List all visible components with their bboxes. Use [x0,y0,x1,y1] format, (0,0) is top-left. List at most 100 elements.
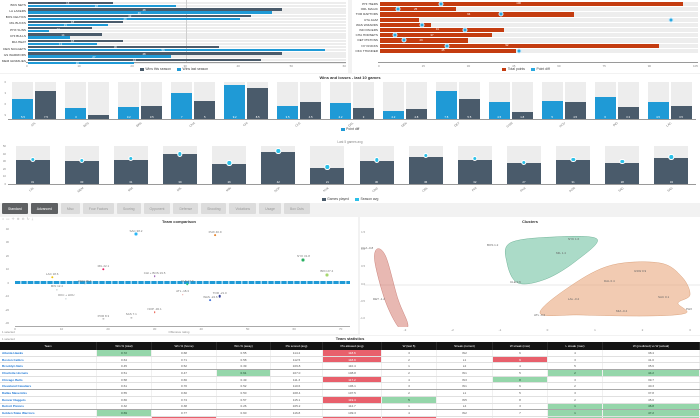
bar[interactable]: 5 [194,100,216,119]
cluster-low[interactable] [374,248,409,331]
marker-dot[interactable] [419,22,425,28]
bar[interactable]: 37 [380,33,493,38]
marker-dot[interactable] [79,158,85,164]
bar[interactable]: 3.3 [617,106,639,119]
bar[interactable]: 3.5 [277,106,299,119]
team-link[interactable]: Chicago Bulls [0,376,97,383]
zoom-in-icon[interactable]: ⊕ [16,217,20,221]
bar[interactable]: 16 [28,1,113,5]
cluster-high[interactable] [539,261,691,317]
bar[interactable]: 7.5 [35,91,57,119]
team-link[interactable]: Detroit Pistons [0,403,97,410]
scatter-point[interactable] [130,317,132,319]
bar[interactable]: 20 [28,61,134,65]
bar[interactable]: 18 [28,39,124,43]
bar[interactable]: 36 [408,156,443,184]
bar[interactable]: 32 [457,159,492,184]
tab-shooting[interactable]: Shooting [201,203,227,214]
bar[interactable]: 30 [64,161,99,184]
bar[interactable]: 5 [541,100,563,119]
bar[interactable]: 5.5 [12,98,34,119]
scatter-point[interactable] [186,283,188,285]
home-icon[interactable]: ⌂ [2,217,5,221]
column-header[interactable]: Streak (current) [437,342,493,350]
column-header[interactable]: Team [0,342,97,350]
tab-defense[interactable]: Defense [173,203,199,214]
cluster-mid[interactable] [504,235,598,285]
bar[interactable]: 4.5 [564,102,586,119]
tab-violations[interactable]: Violations [229,203,257,214]
marker-dot[interactable] [521,159,527,165]
bar[interactable]: 42 [261,152,296,184]
bar[interactable]: 8.5 [247,87,269,119]
column-header[interactable]: Win % (away) [217,342,271,350]
scatter-point[interactable] [84,283,86,285]
bar[interactable]: 1.8 [511,112,533,119]
bar[interactable]: 45 [380,48,517,53]
bar[interactable]: 7.5 [435,91,457,119]
column-header[interactable]: L streak (max) [548,342,603,350]
bar[interactable]: 25 [380,7,456,12]
marker-dot[interactable] [668,17,674,23]
bar[interactable]: 4.5 [647,102,669,119]
bar[interactable] [380,22,432,27]
bar[interactable]: 27 [28,55,172,59]
scatter-point[interactable] [153,275,156,277]
marker-dot[interactable] [498,11,504,17]
bar[interactable]: 5.5 [458,98,480,119]
marker-dot[interactable] [422,152,429,159]
bar[interactable]: 30 [359,161,394,184]
column-header[interactable]: Pts scored (avg) [271,342,323,350]
bar[interactable]: 21 [310,168,345,184]
bar[interactable]: 34 [654,158,689,184]
marker-dot[interactable] [128,155,134,162]
bar[interactable]: 28 [28,4,177,8]
bar[interactable]: 56 [28,48,325,52]
zoom-out-icon[interactable]: ⊖ [21,217,25,221]
marker-dot[interactable] [462,27,468,33]
bar[interactable]: 36 [28,45,219,49]
scatter-point[interactable] [65,298,67,300]
bar[interactable]: 39 [162,154,197,184]
column-header[interactable]: W (predicted) vs W (actual) [603,342,700,350]
bar[interactable]: 14 [28,33,103,37]
pan-icon[interactable]: ✛ [11,217,15,221]
bar[interactable]: 31 [556,160,591,184]
bar[interactable]: 100 [380,1,683,7]
marker-dot[interactable] [516,48,522,54]
bar[interactable]: 18 [28,20,124,24]
marker-dot[interactable] [401,37,407,43]
marker-dot[interactable] [226,160,232,166]
bar[interactable]: 15 [28,23,108,27]
save-icon[interactable]: ⤓ [31,217,34,221]
tab-standard[interactable]: Standard [2,203,28,214]
marker-dot[interactable] [570,156,576,162]
reset-icon[interactable]: ↻ [26,217,30,221]
marker-dot[interactable] [668,154,675,160]
column-header[interactable]: W (last 5) [382,342,437,350]
bar[interactable]: 28 [605,162,640,184]
marker-dot[interactable] [392,32,398,38]
bar[interactable]: 3.2 [118,107,140,119]
scatter-point[interactable] [325,273,329,277]
scatter-point[interactable] [56,288,58,291]
tab-advanced[interactable]: Advanced [30,203,58,214]
marker-dot[interactable] [177,151,183,157]
tab-scoring[interactable]: Scoring [117,203,141,214]
column-header[interactable]: Win % (total) [97,342,152,350]
scatter-point[interactable] [102,318,104,320]
scatter-point[interactable] [181,294,184,296]
bar[interactable]: 9.2 [224,84,246,119]
box-select-icon[interactable]: ▭ [6,217,10,221]
bar[interactable]: 12 [28,27,92,31]
team-link[interactable]: Atlanta Hawks [0,350,97,356]
bar[interactable]: 13 [28,42,97,46]
bar[interactable]: 2.2 [382,110,404,119]
scatter-point[interactable] [209,299,212,302]
team-link[interactable]: Brooklyn Nets [0,363,97,370]
bar[interactable]: 3.5 [670,106,692,119]
marker-dot[interactable] [472,155,478,162]
bar[interactable] [88,114,110,119]
bar[interactable]: 3.5 [141,106,163,119]
scatter-point[interactable] [301,258,305,262]
